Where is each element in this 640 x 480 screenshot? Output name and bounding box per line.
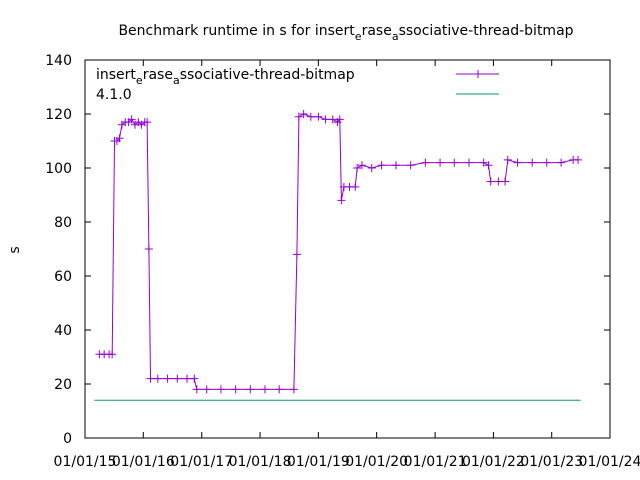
series-1-point bbox=[190, 374, 199, 383]
series-1-point bbox=[391, 161, 400, 170]
series-1-point bbox=[513, 158, 522, 167]
y-tick-label: 0 bbox=[63, 431, 72, 447]
x-tick-label: 01/01/17 bbox=[170, 454, 233, 470]
y-tick-label: 80 bbox=[54, 215, 72, 231]
series-1-point bbox=[328, 115, 337, 124]
series-1-point bbox=[335, 115, 344, 124]
series-1-point bbox=[143, 118, 152, 127]
x-tick-label: 01/01/20 bbox=[345, 454, 408, 470]
series-1-point bbox=[367, 164, 376, 172]
series-1-point bbox=[216, 385, 225, 394]
series-1-point bbox=[294, 112, 303, 121]
chart-title: Benchmark runtime in s for inserteraseas… bbox=[118, 23, 573, 43]
y-tick-label: 40 bbox=[54, 323, 72, 339]
series-1-point bbox=[557, 158, 566, 167]
series-1-point bbox=[173, 374, 182, 383]
series-1-point bbox=[306, 112, 315, 121]
series-1-point bbox=[484, 161, 493, 170]
series-1-point bbox=[321, 115, 330, 124]
legend-label-series-1: inserteraseassociative-thread-bitmap bbox=[96, 67, 355, 87]
series-1-point bbox=[299, 110, 308, 118]
series-1-point bbox=[314, 112, 323, 121]
series-group bbox=[94, 110, 583, 401]
series-1-point bbox=[377, 161, 386, 170]
series-1-point bbox=[574, 155, 583, 164]
series-1-point bbox=[542, 158, 551, 167]
series-1-point bbox=[144, 245, 153, 253]
series-1-point bbox=[261, 385, 270, 394]
series-1-point bbox=[479, 158, 488, 167]
series-1-point bbox=[353, 164, 362, 172]
series-1-point bbox=[163, 374, 172, 383]
series-1-point bbox=[436, 158, 445, 167]
series-1-point bbox=[146, 374, 155, 383]
y-axis: 0 20 40 60 80 100 120 140 bbox=[45, 53, 610, 447]
series-1-point bbox=[292, 250, 301, 259]
series-1-point bbox=[115, 134, 124, 143]
series-1-point bbox=[337, 196, 346, 205]
series-1-point bbox=[183, 374, 192, 383]
series-1-point bbox=[127, 115, 136, 124]
series-1-point bbox=[501, 177, 510, 186]
y-tick-label: 100 bbox=[45, 161, 72, 177]
plot-frame bbox=[84, 59, 611, 439]
x-tick-label: 01/01/15 bbox=[54, 454, 117, 470]
y-tick-label: 60 bbox=[54, 269, 72, 285]
series-1-point bbox=[351, 182, 360, 191]
series-1-point bbox=[503, 155, 512, 164]
series-1-point bbox=[486, 177, 495, 186]
x-tick-label: 01/01/19 bbox=[287, 454, 350, 470]
legend-label-series-2: 4.1.0 bbox=[96, 87, 132, 103]
series-1-point bbox=[421, 158, 430, 167]
series-1-point bbox=[153, 374, 162, 383]
x-tick-label: 01/01/18 bbox=[229, 454, 292, 470]
x-tick-label: 01/01/24 bbox=[579, 454, 640, 470]
series-1-point bbox=[202, 385, 211, 394]
series-1-point bbox=[192, 385, 201, 394]
legend: inserteraseassociative-thread-bitmap 4.1… bbox=[96, 67, 499, 103]
series-1-point bbox=[464, 158, 473, 167]
legend-marker-series-1 bbox=[474, 70, 482, 78]
x-tick-label: 01/01/21 bbox=[404, 454, 467, 470]
series-1-point bbox=[494, 177, 503, 186]
y-axis-label: s bbox=[7, 246, 23, 253]
x-tick-label: 01/01/16 bbox=[112, 454, 175, 470]
series-1-point bbox=[246, 385, 255, 394]
y-tick-label: 120 bbox=[45, 107, 72, 123]
series-1-point bbox=[450, 158, 459, 167]
series-1-point bbox=[357, 161, 366, 170]
series-1-point bbox=[289, 385, 298, 394]
series-1-point bbox=[528, 158, 537, 167]
series-1-line bbox=[99, 113, 579, 390]
series-1-point bbox=[406, 161, 415, 170]
y-tick-label: 140 bbox=[45, 53, 72, 69]
x-axis: 01/01/1501/01/1601/01/1701/01/1801/01/19… bbox=[54, 60, 640, 470]
x-tick-label: 01/01/22 bbox=[462, 454, 525, 470]
series-1-point bbox=[275, 385, 284, 394]
series-1-point bbox=[108, 350, 117, 359]
x-tick-label: 01/01/23 bbox=[520, 454, 583, 470]
series-1-point bbox=[231, 385, 240, 394]
y-tick-label: 20 bbox=[54, 377, 72, 393]
